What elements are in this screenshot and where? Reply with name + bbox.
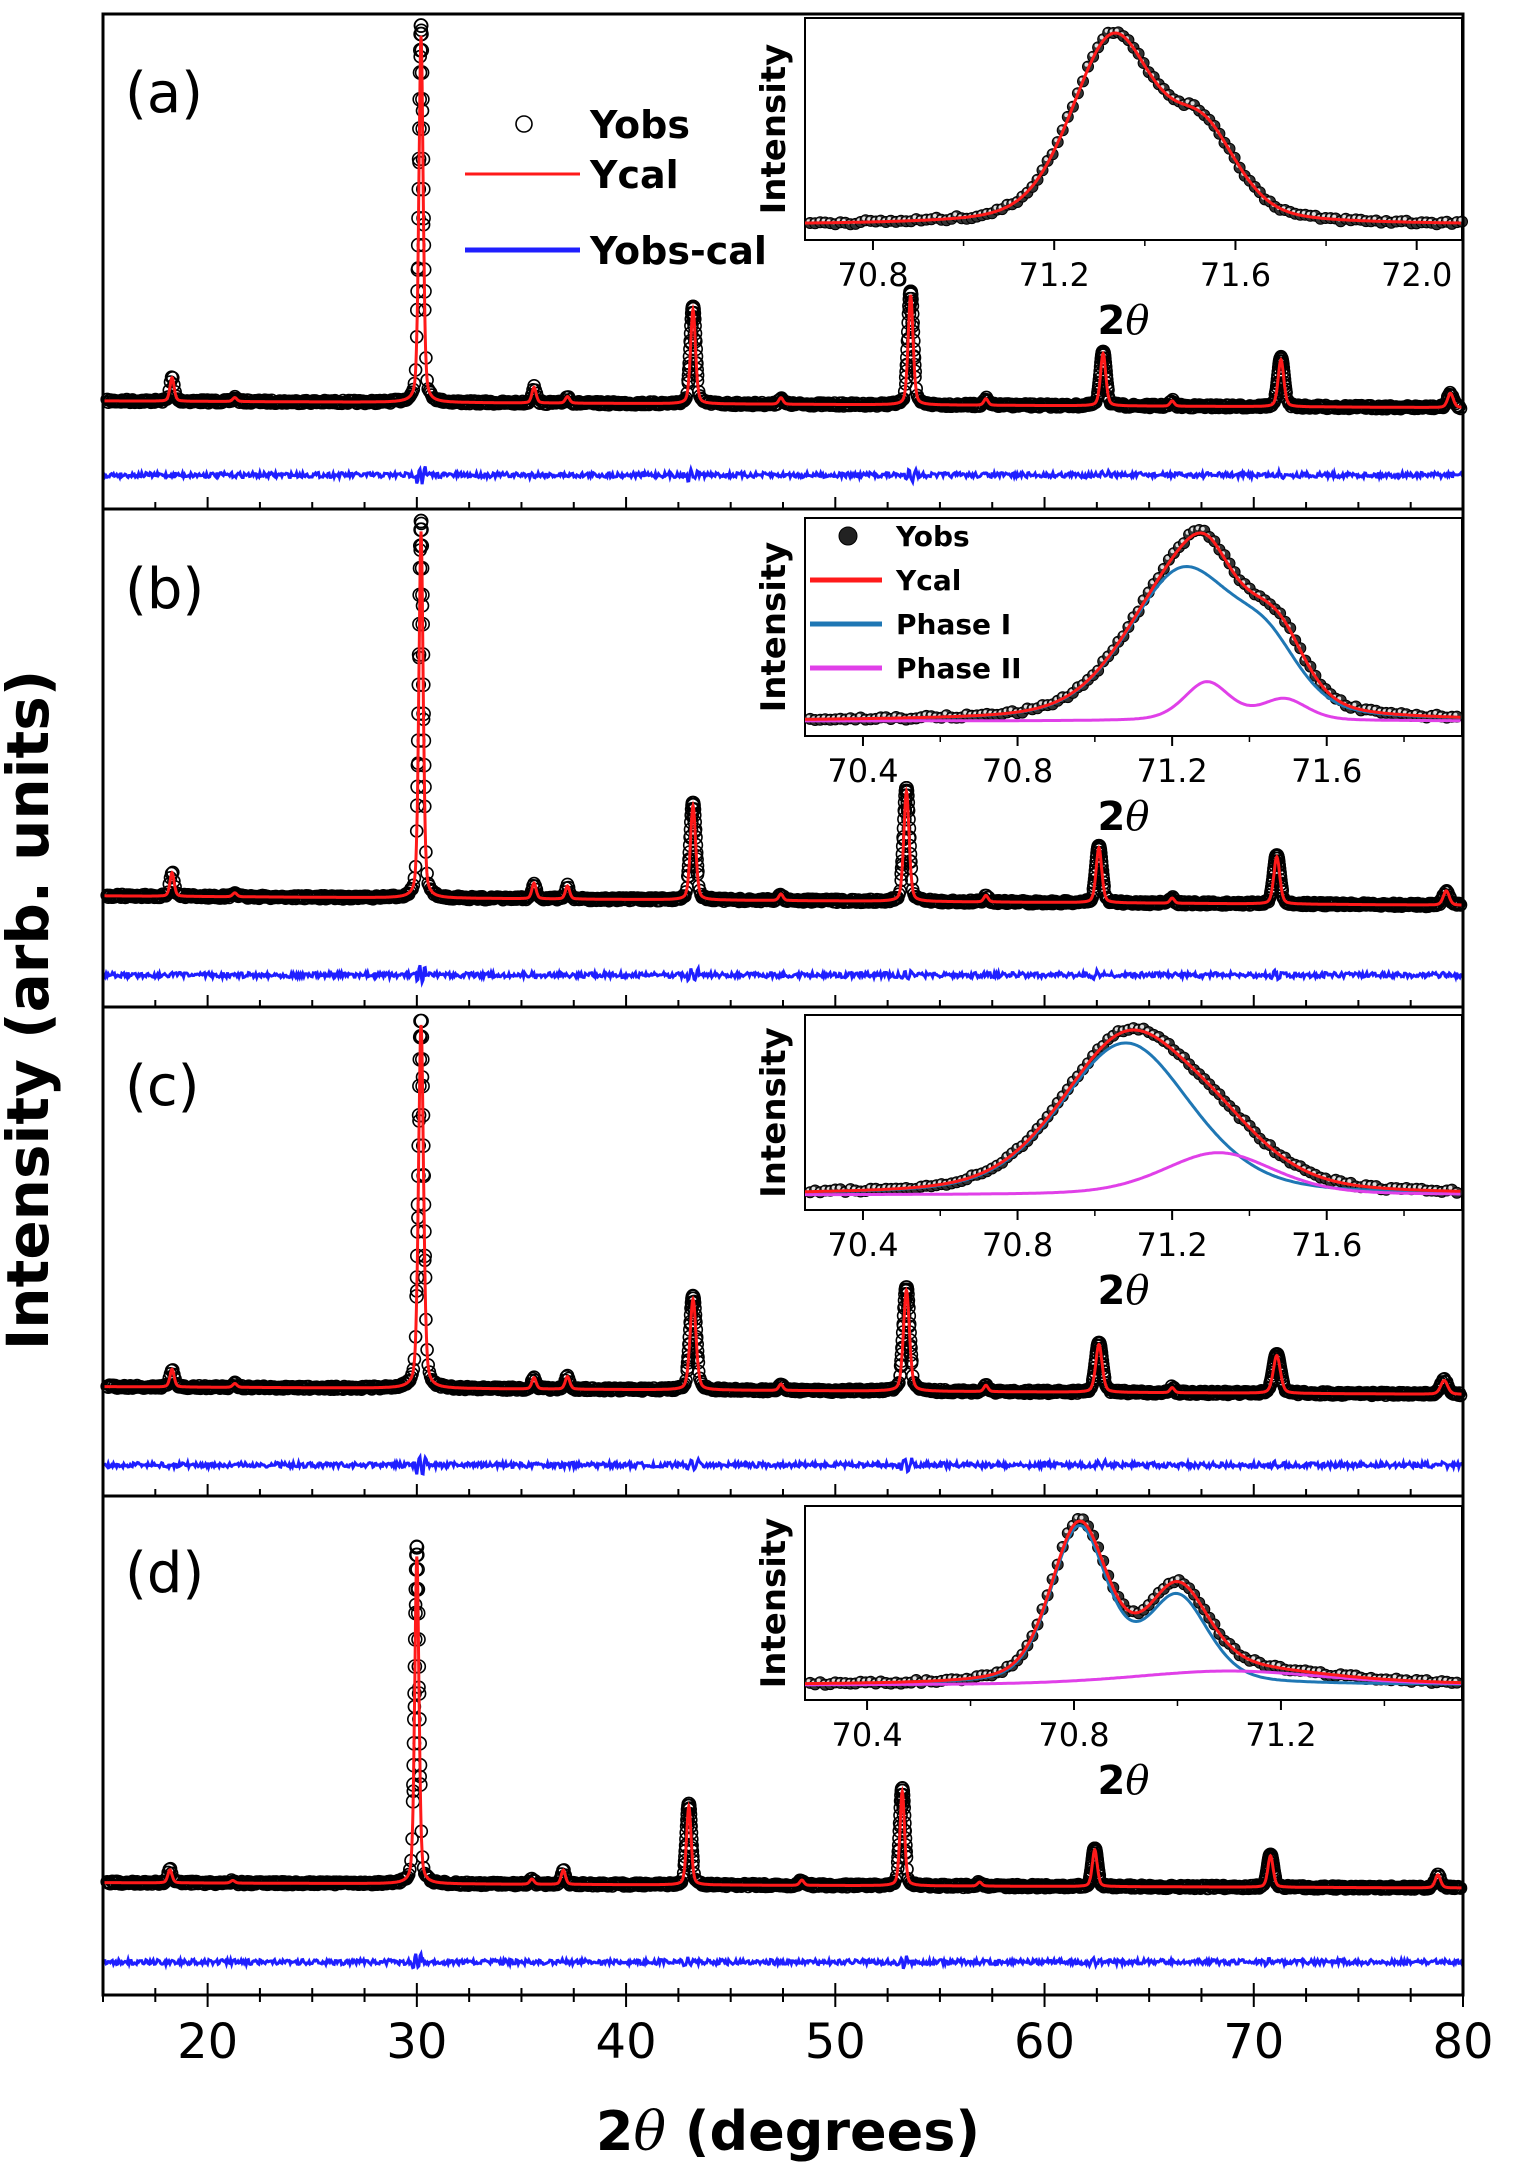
inset-x-label-prefix: 2 [1098, 298, 1126, 344]
inset-y-label: Intensity [754, 44, 794, 215]
inset-observed-highlight [1372, 1182, 1377, 1187]
difference-series [102, 464, 1465, 487]
inset-x-tick-label: 71.2 [1137, 1226, 1208, 1264]
difference-series [101, 963, 1465, 988]
inset-x-label-theta: θ [1125, 1268, 1149, 1314]
inset-observed-highlight [1140, 596, 1145, 601]
inset-legend-label: Phase I [896, 608, 1011, 641]
main-legend: Yobs Ycal Yobs-cal [465, 103, 767, 273]
panel-label: (c) [125, 1054, 199, 1119]
panel-a: (a) Yobs Ycal Yobs-cal 70.8 71.2 71.6 72.0 Inten… [100, 17, 1468, 487]
inset-x-tick-label: 71.2 [1019, 256, 1090, 294]
inset-x-tick-label: 70.4 [827, 1226, 898, 1264]
inset-x-tick-label: 71.2 [1137, 752, 1208, 790]
inset-x-label-prefix: 2 [1098, 794, 1126, 840]
inset-x-label-prefix: 2 [1098, 1268, 1126, 1314]
observed-point [1453, 401, 1468, 416]
inset-observed-highlight [1311, 212, 1316, 216]
inset-observed-highlight [953, 212, 958, 217]
inset-observed-highlight [1140, 1024, 1145, 1029]
inset-x-tick-label: 71.6 [1200, 256, 1271, 294]
inset-observed-highlight [1185, 99, 1190, 104]
legend-label-diff: Yobs-cal [589, 229, 767, 273]
inset-legend-label: Yobs [895, 520, 970, 553]
inset-x-tick-label: 70.8 [982, 1226, 1053, 1264]
inset-legend-marker [838, 526, 858, 546]
inset-x-label-theta: θ [1125, 298, 1149, 344]
difference-series [102, 1452, 1465, 1476]
inset-legend-label: Ycal [895, 564, 961, 597]
legend-label-obs: Yobs [589, 103, 690, 147]
inset-x-tick-label: 70.4 [827, 752, 898, 790]
inset-x-tick-label: 71.6 [1291, 1226, 1362, 1264]
panel-label: (b) [125, 557, 204, 622]
inset-observed-highlight [1190, 101, 1195, 106]
panel-label: (a) [125, 61, 203, 126]
panel-b: (b) 70.4 70.8 71.2 71.6 Intensity 2θ Yobs Ycal Ph… [100, 513, 1468, 988]
inset-observed-highlight [1044, 157, 1049, 162]
inset-observed-highlight [1448, 1185, 1453, 1190]
inset-x-label-theta: θ [1125, 794, 1149, 840]
inset-a: 70.8 71.2 71.6 72.0 Intensity 2θ [754, 17, 1468, 344]
calculated-series [103, 35, 1463, 409]
inset-y-label: Intensity [754, 542, 794, 713]
inset-legend-label: Phase II [896, 652, 1022, 685]
inset-x-tick-label: 70.8 [837, 256, 908, 294]
inset-calculated-series [805, 31, 1462, 225]
main-plot-layer: (a) Yobs Ycal Yobs-cal 70.8 71.2 71.6 72.0 Inten… [100, 12, 1494, 2070]
legend-label-cal: Ycal [589, 153, 679, 197]
inset-observed-highlight [1084, 62, 1089, 67]
inset-x-label: 2θ [1098, 298, 1150, 344]
inset-x-tick-label: 70.8 [982, 752, 1053, 790]
panel-c: (c) 70.4 70.8 71.2 71.6 Intensity 2θ [100, 1013, 1468, 1476]
inset-observed-highlight [1039, 166, 1043, 171]
inset-observed-highlight [1347, 1179, 1352, 1184]
inset-observed-highlight [1099, 35, 1104, 40]
inset-observed-highlight [1443, 217, 1448, 222]
inset-observed-highlight [877, 216, 882, 221]
inset-observed-highlight [932, 213, 937, 218]
inset-observed-highlight [1402, 217, 1407, 221]
inset-x-tick-label: 71.6 [1291, 752, 1362, 790]
inset-b: 70.4 70.8 71.2 71.6 Intensity 2θ Yobs Ycal Phase… [754, 517, 1463, 840]
inset-y-label: Intensity [754, 1027, 794, 1198]
inset-x-label: 2θ [1098, 794, 1150, 840]
inset-observed-highlight [1064, 113, 1069, 118]
inset-observed-highlight [1165, 555, 1170, 560]
observed-point [676, 394, 691, 408]
inset-x-tick-label: 72.0 [1381, 256, 1452, 294]
legend-marker-obs [515, 115, 533, 133]
inset-c: 70.4 70.8 71.2 71.6 Intensity 2θ [754, 1014, 1463, 1314]
inset-observed-highlight [1200, 526, 1205, 531]
observed-point [413, 18, 429, 33]
inset-x-label: 2θ [1098, 1268, 1150, 1314]
